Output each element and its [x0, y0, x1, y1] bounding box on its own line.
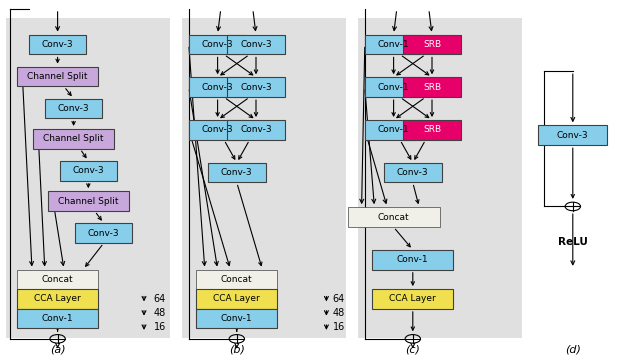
FancyBboxPatch shape [365, 77, 422, 97]
Text: Conv-3: Conv-3 [221, 168, 253, 177]
Text: Conv-3: Conv-3 [202, 40, 234, 49]
FancyBboxPatch shape [358, 18, 522, 338]
Text: 64: 64 [333, 294, 345, 304]
Text: (c): (c) [405, 345, 420, 355]
Text: Conv-3: Conv-3 [72, 166, 104, 176]
Text: Conv-3: Conv-3 [202, 83, 234, 92]
FancyBboxPatch shape [196, 309, 277, 328]
Text: CCA Layer: CCA Layer [34, 294, 81, 303]
Text: CCA Layer: CCA Layer [213, 294, 260, 303]
FancyBboxPatch shape [196, 289, 277, 309]
Text: Conv-1: Conv-1 [221, 314, 253, 323]
Text: Conv-3: Conv-3 [240, 40, 272, 49]
Text: (a): (a) [50, 345, 65, 355]
FancyBboxPatch shape [227, 77, 285, 97]
FancyBboxPatch shape [227, 120, 285, 140]
FancyBboxPatch shape [17, 67, 98, 86]
FancyBboxPatch shape [365, 35, 422, 54]
Text: Conv-3: Conv-3 [240, 125, 272, 135]
Text: Conv-3: Conv-3 [557, 131, 589, 140]
FancyBboxPatch shape [403, 120, 461, 140]
Text: 16: 16 [333, 323, 345, 333]
Text: (d): (d) [565, 345, 580, 355]
Text: 48: 48 [333, 308, 345, 318]
FancyBboxPatch shape [403, 35, 461, 54]
FancyBboxPatch shape [75, 223, 132, 243]
Text: 64: 64 [154, 294, 166, 304]
Text: (b): (b) [229, 345, 244, 355]
FancyBboxPatch shape [348, 207, 440, 227]
Text: Conv-3: Conv-3 [240, 83, 272, 92]
Text: CCA Layer: CCA Layer [389, 294, 436, 303]
FancyBboxPatch shape [372, 289, 453, 309]
FancyBboxPatch shape [372, 250, 453, 269]
FancyBboxPatch shape [45, 99, 102, 118]
Text: SRB: SRB [423, 83, 441, 92]
Text: Concat: Concat [378, 213, 410, 222]
Text: ReLU: ReLU [558, 237, 588, 247]
FancyBboxPatch shape [227, 35, 285, 54]
FancyBboxPatch shape [365, 120, 422, 140]
Text: SRB: SRB [423, 40, 441, 49]
FancyBboxPatch shape [189, 120, 246, 140]
FancyBboxPatch shape [538, 125, 607, 145]
FancyBboxPatch shape [384, 163, 442, 182]
Text: Conv-1: Conv-1 [378, 83, 410, 92]
FancyBboxPatch shape [208, 163, 266, 182]
Text: Conv-3: Conv-3 [397, 168, 429, 177]
FancyBboxPatch shape [189, 35, 246, 54]
Text: Conv-3: Conv-3 [202, 125, 234, 135]
Text: Channel Split: Channel Split [44, 134, 104, 143]
Text: Conv-3: Conv-3 [88, 229, 120, 238]
Text: Conv-1: Conv-1 [397, 255, 429, 265]
FancyBboxPatch shape [182, 18, 346, 338]
Text: SRB: SRB [423, 125, 441, 135]
FancyBboxPatch shape [48, 191, 129, 211]
FancyBboxPatch shape [17, 289, 98, 309]
FancyBboxPatch shape [29, 35, 86, 54]
Text: Conv-1: Conv-1 [42, 314, 74, 323]
Text: Concat: Concat [221, 275, 253, 284]
Text: Conv-1: Conv-1 [378, 40, 410, 49]
FancyBboxPatch shape [17, 269, 98, 289]
FancyBboxPatch shape [17, 309, 98, 328]
FancyBboxPatch shape [33, 129, 114, 148]
Text: Conv-3: Conv-3 [58, 104, 90, 113]
Text: Conv-3: Conv-3 [42, 40, 74, 49]
FancyBboxPatch shape [189, 77, 246, 97]
Text: Channel Split: Channel Split [58, 197, 118, 206]
FancyBboxPatch shape [403, 77, 461, 97]
FancyBboxPatch shape [60, 161, 117, 180]
FancyBboxPatch shape [196, 269, 277, 289]
Text: Channel Split: Channel Split [28, 72, 88, 81]
Text: Conv-1: Conv-1 [378, 125, 410, 135]
Text: 16: 16 [154, 323, 166, 333]
Text: 48: 48 [154, 308, 166, 318]
FancyBboxPatch shape [6, 18, 170, 338]
Text: Concat: Concat [42, 275, 74, 284]
